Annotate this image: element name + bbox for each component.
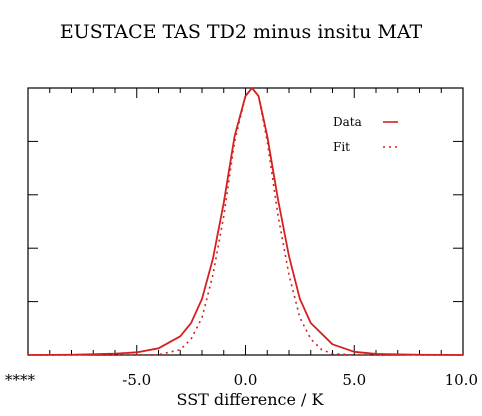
x-tick-label: -5.0 <box>122 371 151 389</box>
plot-frame <box>27 87 464 356</box>
legend: Data Fit <box>333 115 398 154</box>
series-line-data <box>27 87 464 356</box>
x-axis-label: SST difference / K <box>177 390 325 409</box>
x-tick-label: 0.0 <box>234 371 258 389</box>
x-tick-label: **** <box>5 371 36 389</box>
series-line-fit <box>28 87 463 356</box>
x-tick-label: 5.0 <box>342 371 366 389</box>
axis-ticks <box>27 87 464 356</box>
x-tick-label: 10.0 <box>445 371 478 389</box>
legend-label-data: Data <box>333 115 362 129</box>
series-lines <box>27 87 464 356</box>
x-tick-labels: **** -5.0 0.0 5.0 10.0 <box>5 371 478 389</box>
legend-label-fit: Fit <box>333 140 350 154</box>
chart-title: EUSTACE TAS TD2 minus insitu MAT <box>60 21 423 43</box>
